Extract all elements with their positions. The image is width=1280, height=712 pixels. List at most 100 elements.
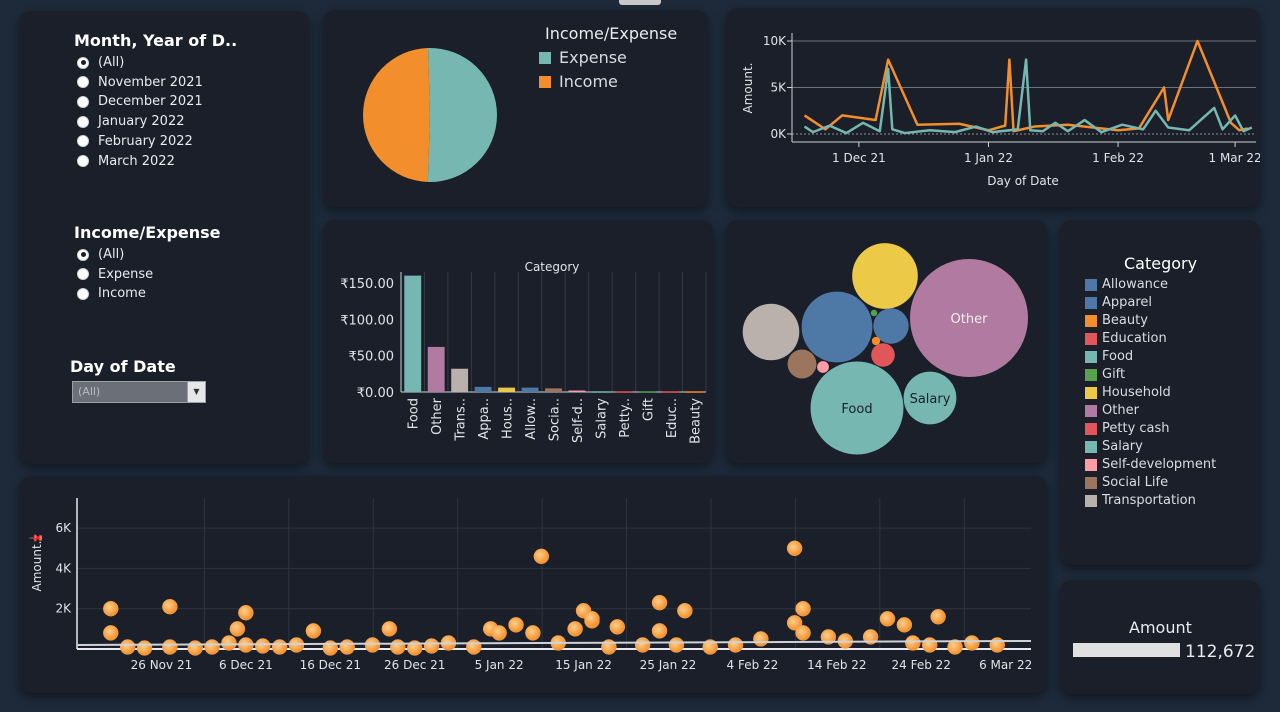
scatter-point[interactable]	[753, 631, 769, 647]
scatter-point[interactable]	[508, 617, 524, 633]
chevron-down-icon[interactable]: ▼	[187, 382, 205, 402]
scatter-point[interactable]	[238, 604, 254, 621]
month-filter-option-february-2022[interactable]: February 2022	[77, 134, 193, 149]
radio-button-icon[interactable]	[77, 287, 89, 300]
bubble-transportation[interactable]	[742, 303, 800, 361]
bubble-circle[interactable]	[852, 243, 918, 309]
scatter-point[interactable]	[634, 637, 651, 653]
line-series-income[interactable]	[803, 39, 1248, 133]
scatter-point[interactable]	[795, 625, 811, 641]
bubble-allowance[interactable]	[801, 291, 873, 363]
category-legend-item-petty-cash[interactable]: Petty cash	[1085, 421, 1170, 436]
bubble-circle[interactable]	[870, 309, 878, 317]
bubble-food[interactable]: Food	[810, 361, 904, 455]
month-filter-option-december-2021[interactable]: December 2021	[77, 94, 203, 109]
scatter-point[interactable]	[820, 629, 837, 645]
bar-hous[interactable]	[498, 387, 516, 392]
category-legend-item-food[interactable]: Food	[1085, 349, 1133, 364]
scatter-point[interactable]	[879, 611, 896, 627]
category-legend-item-transportation[interactable]: Transportation	[1085, 493, 1196, 508]
bar-educ[interactable]	[662, 391, 680, 393]
pie-legend-item-income[interactable]: Income	[539, 72, 618, 91]
radio-button-icon[interactable]	[77, 56, 89, 69]
scatter-point[interactable]	[947, 639, 963, 655]
scatter-point[interactable]	[322, 640, 339, 656]
bubble-circle[interactable]	[871, 343, 895, 367]
bubble-social-life[interactable]	[787, 349, 817, 379]
bubble-circle[interactable]	[903, 371, 957, 425]
pie-slice-income[interactable]	[362, 48, 430, 182]
bar-self-d[interactable]	[568, 390, 586, 393]
radio-button-icon[interactable]	[77, 268, 89, 281]
income-expense-filter-option-income[interactable]: Income	[77, 286, 146, 301]
income-expense-filter-option-expense[interactable]: Expense	[77, 267, 153, 282]
category-legend-item-social-life[interactable]: Social Life	[1085, 475, 1168, 490]
scatter-point[interactable]	[609, 619, 626, 635]
scatter-point[interactable]	[533, 548, 550, 565]
scatter-point[interactable]	[271, 639, 288, 655]
pie-slice-expense[interactable]	[427, 48, 497, 183]
bar-other[interactable]	[427, 346, 445, 392]
scatter-point[interactable]	[896, 617, 913, 633]
radio-button-icon[interactable]	[77, 135, 89, 148]
bar-socia[interactable]	[545, 388, 562, 392]
month-filter-option-all[interactable]: (All)	[77, 55, 124, 70]
bar-trans[interactable]	[451, 368, 469, 392]
category-legend-item-other[interactable]: Other	[1085, 403, 1139, 418]
bar-beauty[interactable]	[685, 391, 703, 393]
bar-gift[interactable]	[638, 391, 656, 393]
scatter-point[interactable]	[905, 635, 921, 651]
scatter-point[interactable]	[786, 615, 803, 631]
scatter-point[interactable]	[921, 637, 938, 653]
scatter-point[interactable]	[930, 609, 946, 625]
scatter-point[interactable]	[221, 635, 237, 651]
scatter-point[interactable]	[364, 637, 381, 653]
bubble-circle[interactable]	[817, 361, 829, 373]
scatter-point[interactable]	[254, 638, 271, 654]
scatter-point[interactable]	[651, 594, 668, 611]
bar-petty[interactable]	[615, 391, 633, 393]
scatter-point[interactable]	[989, 637, 1005, 653]
radio-button-icon[interactable]	[77, 76, 89, 89]
category-legend-item-salary[interactable]: Salary	[1085, 439, 1143, 454]
scatter-point[interactable]	[136, 640, 153, 656]
bar-salary[interactable]	[591, 391, 609, 393]
bubble-education[interactable]	[871, 343, 895, 367]
bubble-apparel[interactable]	[873, 308, 909, 344]
scatter-point[interactable]	[727, 637, 744, 653]
bar-food[interactable]	[404, 275, 422, 392]
bubble-circle[interactable]	[910, 259, 1028, 377]
radio-button-icon[interactable]	[77, 155, 89, 167]
bubble-circle[interactable]	[810, 361, 904, 455]
bubble-circle[interactable]	[787, 349, 817, 379]
radio-button-icon[interactable]	[77, 115, 89, 128]
category-legend-item-education[interactable]: Education	[1085, 331, 1167, 346]
line-series-expense[interactable]	[803, 58, 1253, 135]
bubble-self-development[interactable]	[817, 361, 829, 373]
scatter-point[interactable]	[187, 640, 203, 656]
scatter-point[interactable]	[229, 621, 246, 637]
scatter-point[interactable]	[964, 635, 980, 651]
radio-button-icon[interactable]	[77, 95, 89, 108]
pie-legend-item-expense[interactable]: Expense	[539, 48, 627, 67]
scatter-point[interactable]	[567, 621, 583, 637]
scatter-point[interactable]	[339, 639, 355, 655]
bubble-circle[interactable]	[801, 291, 873, 363]
scatter-point[interactable]	[491, 625, 507, 641]
scatter-point[interactable]	[390, 639, 406, 655]
category-legend-item-allowance[interactable]: Allowance	[1085, 277, 1168, 292]
scatter-point[interactable]	[786, 540, 803, 557]
radio-button-icon[interactable]	[77, 248, 89, 261]
scatter-point[interactable]	[103, 625, 119, 641]
scatter-point[interactable]	[651, 623, 668, 639]
scatter-point[interactable]	[119, 639, 136, 655]
scatter-point[interactable]	[466, 639, 482, 655]
bubble-circle[interactable]	[871, 336, 881, 346]
top-tab-handle[interactable]	[619, 0, 661, 5]
scatter-point[interactable]	[103, 600, 119, 617]
bubble-household[interactable]	[852, 243, 918, 309]
bubble-circle[interactable]	[742, 303, 800, 361]
category-legend-item-self-development[interactable]: Self-development	[1085, 457, 1216, 472]
category-legend-item-household[interactable]: Household	[1085, 385, 1171, 400]
income-expense-filter-option-all[interactable]: (All)	[77, 247, 124, 262]
